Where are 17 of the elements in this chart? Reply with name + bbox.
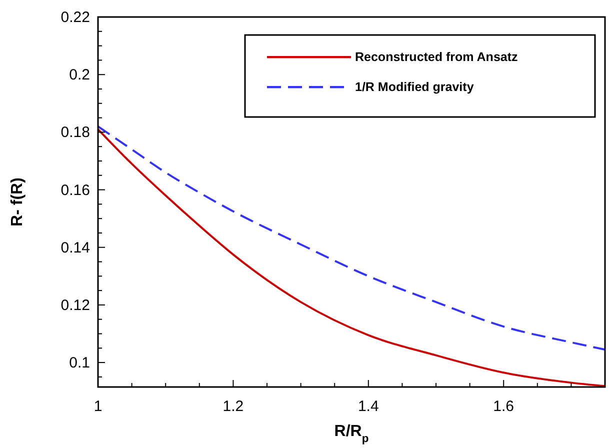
line-series bbox=[97, 128, 606, 388]
legend-label: 1/R Modified gravity bbox=[355, 80, 474, 94]
x-axis-title: R/R$_{p}$ bbox=[334, 423, 369, 445]
y-tick-label: 0.2 bbox=[69, 66, 90, 84]
y-tick-label: 0.22 bbox=[60, 9, 90, 26]
legend-label: Reconstructed from Ansatz bbox=[355, 50, 518, 64]
y-tick-label: 0.12 bbox=[60, 296, 90, 314]
line-series bbox=[97, 125, 606, 351]
y-tick-label: 0.14 bbox=[60, 239, 90, 256]
y-tick-label: 0.1 bbox=[69, 354, 90, 372]
x-tick-label: 1.6 bbox=[493, 398, 514, 415]
x-tick-label: 1.2 bbox=[222, 398, 244, 415]
x-tick-label: 1.4 bbox=[358, 398, 379, 415]
y-tick-label: 0.16 bbox=[60, 182, 90, 199]
y-axis-title: R- f(R) bbox=[9, 178, 26, 226]
y-tick-label: 0.18 bbox=[60, 124, 90, 142]
x-tick-label: 1 bbox=[94, 398, 102, 415]
